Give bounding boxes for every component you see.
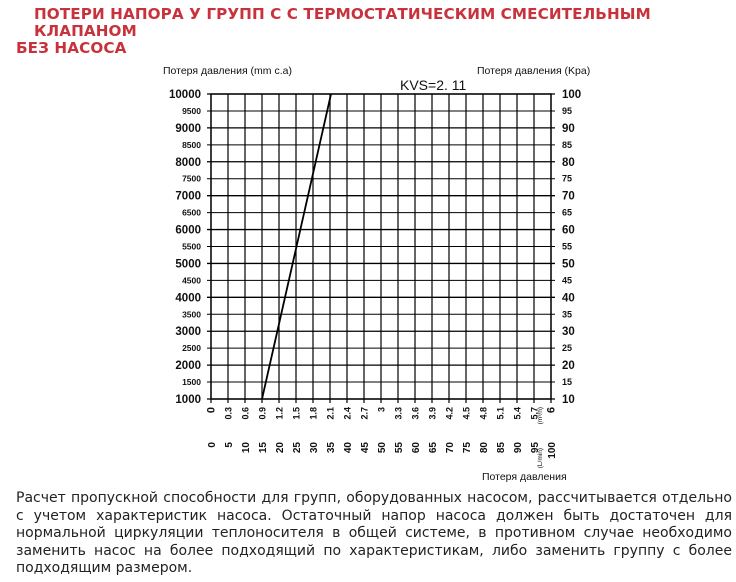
y-left-tick-label: 9000 bbox=[175, 123, 201, 135]
x-top-unit-label: (m³/h) bbox=[537, 407, 544, 424]
x-bottom-tick-label: 20 bbox=[275, 442, 286, 454]
x-bottom-tick-label: 70 bbox=[445, 442, 456, 454]
y-left-tick-label: 1500 bbox=[182, 377, 201, 387]
x-top-tick-label: 4.2 bbox=[445, 407, 455, 420]
y-left-tick-label: 7000 bbox=[175, 191, 201, 203]
y-right-tick-label: 45 bbox=[562, 275, 572, 285]
y-right-tick-label: 60 bbox=[562, 225, 575, 237]
x-bottom-tick-label: 35 bbox=[326, 442, 337, 454]
y-right-tick-label: 55 bbox=[562, 242, 572, 252]
plot-border bbox=[210, 93, 552, 400]
y-left-tick-label: 1000 bbox=[175, 394, 201, 406]
y-right-tick-label: 40 bbox=[562, 292, 575, 304]
x-bottom-tick-label: 5 bbox=[224, 442, 235, 448]
x-bottom-tick-label: 30 bbox=[309, 442, 320, 454]
y-right-tick-label: 50 bbox=[562, 258, 575, 270]
x-top-tick-label: 1.8 bbox=[309, 407, 319, 420]
kvs-annotation: KVS=2. 11 bbox=[400, 77, 467, 93]
x-bottom-tick-label: 15 bbox=[258, 442, 269, 454]
x-top-tick-label: 6 bbox=[546, 407, 558, 413]
x-bottom-tick-label: 80 bbox=[479, 442, 490, 454]
y-left-tick-label: 6500 bbox=[182, 208, 201, 218]
y-right-tick-label: 35 bbox=[562, 309, 572, 319]
y-left-tick-label: 10000 bbox=[169, 89, 201, 101]
y-right-tick-label: 30 bbox=[562, 326, 575, 338]
x-top-tick-label: 0.6 bbox=[241, 407, 251, 420]
y-left-tick-label: 4000 bbox=[175, 292, 201, 304]
y-axis-right-label: Потеря давления (Kpa) bbox=[477, 65, 590, 77]
x-bottom-tick-label: 25 bbox=[292, 442, 303, 454]
y-left-tick-label: 5000 bbox=[175, 258, 201, 270]
x-bottom-tick-label: 0 bbox=[207, 442, 218, 448]
x-top-tick-label: 3.3 bbox=[394, 407, 404, 420]
y-right-tick-label: 25 bbox=[562, 343, 572, 353]
x-bottom-tick-label: 40 bbox=[343, 442, 354, 454]
y-left-tick-label: 6000 bbox=[175, 225, 201, 237]
x-bottom-tick-label: 65 bbox=[428, 442, 439, 454]
chart-series bbox=[261, 93, 332, 400]
y-left-tick-label: 8000 bbox=[175, 157, 201, 169]
y-left-tick-label: 5500 bbox=[182, 242, 201, 252]
y-right-tick-label: 85 bbox=[562, 140, 572, 150]
x-bottom-tick-label: 55 bbox=[394, 442, 405, 454]
x-top-tick-label: 0 bbox=[206, 407, 218, 413]
y-right-tick-label: 15 bbox=[562, 377, 572, 387]
x-bottom-tick-label: 90 bbox=[513, 442, 524, 454]
x-top-tick-label: 3.6 bbox=[411, 407, 421, 420]
chart-grid bbox=[207, 93, 555, 403]
x-bottom-tick-label: 50 bbox=[377, 442, 388, 454]
x-bottom-tick-label: 85 bbox=[496, 442, 507, 454]
y-left-tick-label: 3000 bbox=[175, 326, 201, 338]
x-bottom-tick-label: 100 bbox=[547, 442, 558, 459]
y-right-tick-label: 100 bbox=[562, 89, 581, 101]
x-top-tick-label: 5.1 bbox=[496, 407, 506, 420]
y-left-tick-label: 9500 bbox=[182, 106, 201, 116]
y-right-tick-label: 10 bbox=[562, 394, 575, 406]
y-axis-left-label: Потеря давления (mm c.a) bbox=[163, 65, 292, 77]
y-right-tick-label: 70 bbox=[562, 191, 575, 203]
x-top-tick-label: 0.3 bbox=[224, 407, 234, 420]
y-left-tick-label: 3500 bbox=[182, 309, 201, 319]
x-bottom-tick-label: 75 bbox=[462, 442, 473, 454]
y-left-tick-label: 8500 bbox=[182, 140, 201, 150]
description-text: Расчет пропускной способности для групп,… bbox=[16, 490, 732, 576]
y-right-tick-label: 65 bbox=[562, 208, 572, 218]
y-left-tick-label: 4500 bbox=[182, 275, 201, 285]
y-right-tick-label: 80 bbox=[562, 157, 575, 169]
y-right-tick-label: 90 bbox=[562, 123, 575, 135]
x-bottom-tick-label: 60 bbox=[411, 442, 422, 454]
x-top-tick-label: 3.9 bbox=[428, 407, 438, 420]
x-top-tick-label: 4.8 bbox=[479, 407, 489, 420]
x-top-tick-label: 0.9 bbox=[258, 407, 268, 420]
y-right-tick-label: 95 bbox=[562, 106, 572, 116]
y-left-tick-label: 2500 bbox=[182, 343, 201, 353]
x-top-tick-label: 1.2 bbox=[275, 407, 285, 420]
x-top-tick-label: 5.4 bbox=[513, 407, 523, 420]
title-line-1: ПОТЕРИ НАПОРА У ГРУПП С С ТЕРМОСТАТИЧЕСК… bbox=[34, 5, 651, 40]
y-right-tick-label: 20 bbox=[562, 360, 575, 372]
y-left-tick-label: 2000 bbox=[175, 360, 201, 372]
x-top-tick-label: 2.7 bbox=[360, 407, 370, 420]
x-top-tick-label: 2.1 bbox=[326, 407, 336, 420]
x-top-tick-label: 5.7 bbox=[530, 407, 540, 420]
x-top-tick-label: 3 bbox=[377, 407, 387, 412]
y-left-tick-label: 7500 bbox=[182, 174, 201, 184]
y-right-tick-label: 75 bbox=[562, 174, 572, 184]
kvs-series-line bbox=[261, 93, 332, 400]
x-bottom-tick-label: 10 bbox=[241, 442, 252, 454]
x-bottom-tick-label: 95 bbox=[530, 442, 541, 454]
x-bottom-unit-label: (L/min) bbox=[537, 448, 544, 468]
x-bottom-tick-label: 45 bbox=[360, 442, 371, 454]
x-top-tick-label: 4.5 bbox=[462, 407, 472, 420]
page-title: ПОТЕРИ НАПОРА У ГРУПП С С ТЕРМОСТАТИЧЕСК… bbox=[16, 6, 732, 57]
x-top-tick-label: 1.5 bbox=[292, 407, 302, 420]
x-axis-label: Потеря давления bbox=[482, 471, 567, 483]
title-line-2: БЕЗ НАСОСА bbox=[16, 39, 127, 57]
x-top-tick-label: 2.4 bbox=[343, 407, 353, 420]
